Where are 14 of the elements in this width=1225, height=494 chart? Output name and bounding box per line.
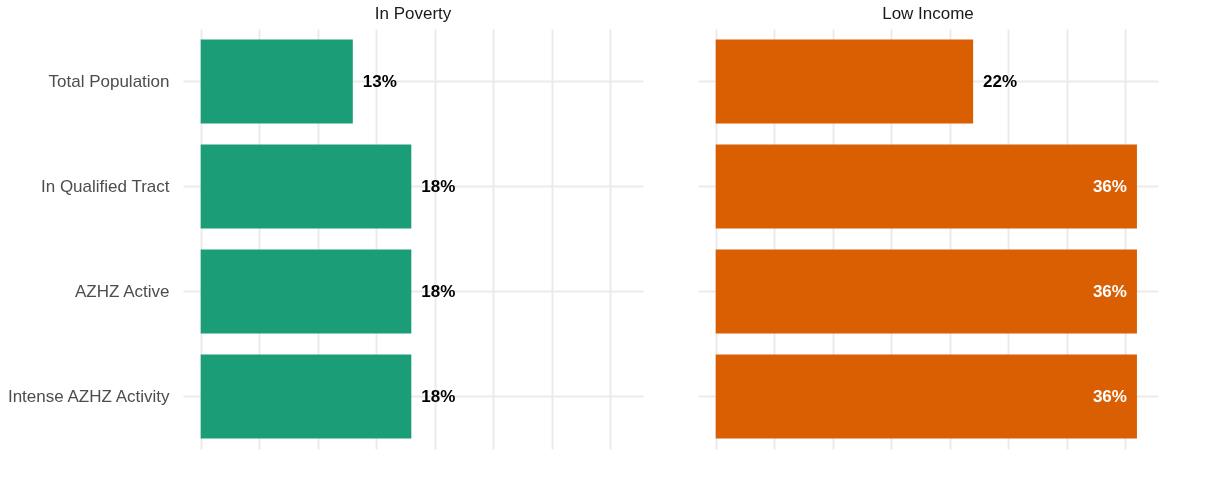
data-label: 13%: [362, 71, 397, 91]
chart-title: In Poverty: [374, 4, 452, 23]
chart-title: Low Income: [882, 4, 974, 23]
data-label: 36%: [1092, 281, 1127, 301]
data-label: 18%: [421, 176, 456, 196]
y-tick-label: In Qualified Tract: [40, 176, 170, 196]
data-label: 22%: [983, 71, 1018, 91]
y-tick-label: AZHZ Active: [75, 281, 170, 301]
data-label: 18%: [421, 386, 456, 406]
data-label: 18%: [421, 281, 456, 301]
data-label: 36%: [1092, 386, 1127, 406]
y-tick-label: Total Population: [48, 71, 170, 91]
data-label: 36%: [1092, 176, 1127, 196]
y-tick-label: Intense AZHZ Activity: [7, 386, 170, 406]
